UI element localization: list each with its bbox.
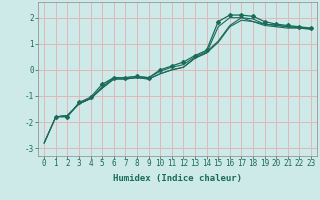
X-axis label: Humidex (Indice chaleur): Humidex (Indice chaleur) <box>113 174 242 183</box>
